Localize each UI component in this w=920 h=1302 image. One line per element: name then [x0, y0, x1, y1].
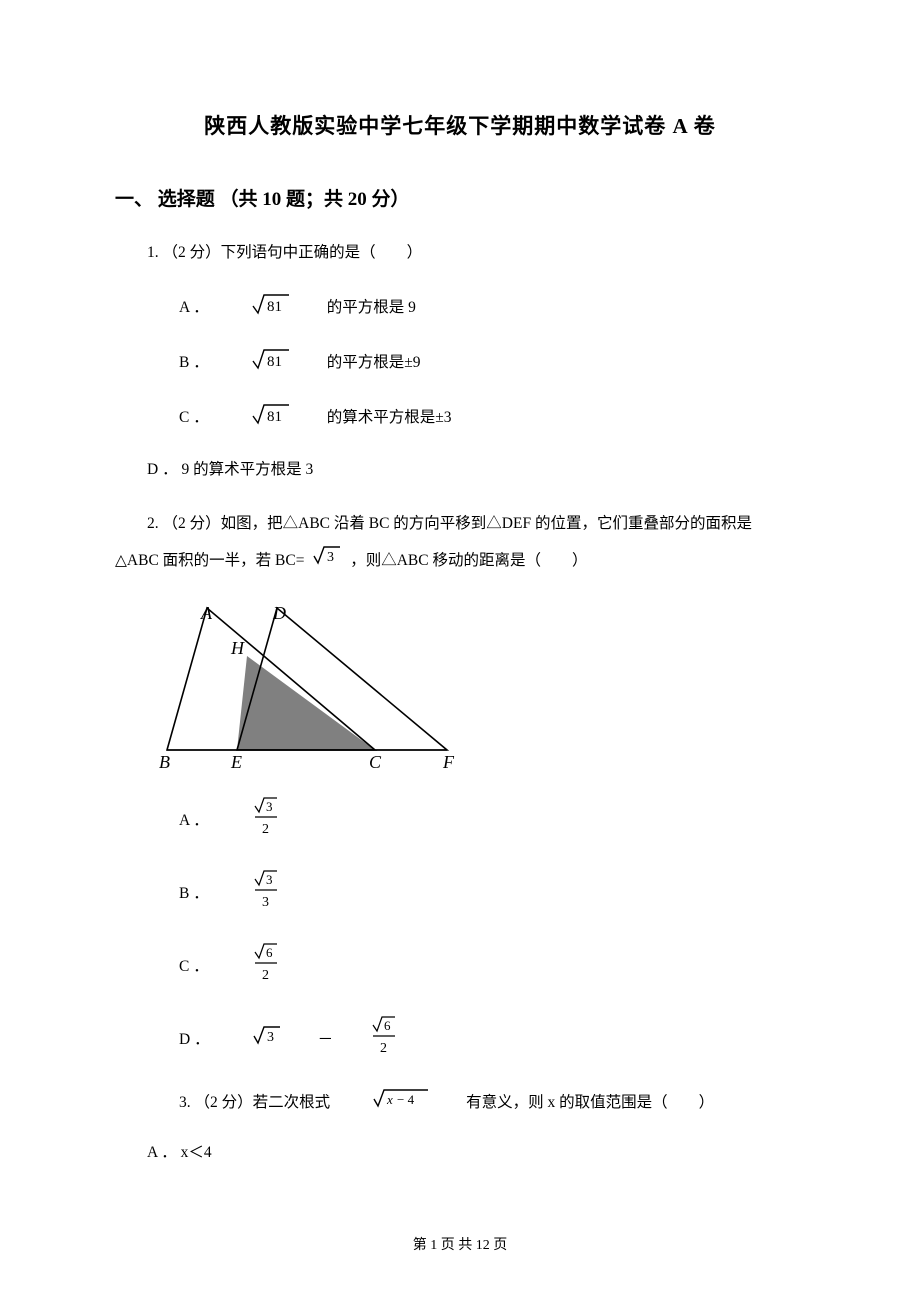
q2-option-d: D ． 3 － 6 2: [115, 1014, 805, 1061]
svg-text:3: 3: [266, 872, 273, 887]
svg-text:B: B: [159, 752, 170, 770]
sqrt-x-minus-4-icon: x − 4: [340, 1087, 430, 1114]
svg-text:3: 3: [262, 895, 269, 910]
svg-text:− 4: − 4: [397, 1092, 415, 1107]
svg-text:81: 81: [267, 299, 282, 315]
q2-line2a: △ABC 面积的一半，若 BC=: [115, 552, 308, 569]
svg-text:H: H: [230, 638, 245, 658]
q1-optA-prefix: A ．: [147, 295, 209, 317]
q1-option-c: C ． 81 的算术平方根是±3: [115, 402, 805, 431]
svg-text:A: A: [200, 603, 213, 623]
q2-figure: A D H B E C F: [147, 600, 805, 775]
q1-stem: 1. （2 分）下列语句中正确的是（ ）: [115, 241, 805, 266]
exam-title: 陕西人教版实验中学七年级下学期期中数学试卷 A 卷: [115, 110, 805, 140]
q2-optB-label: B ．: [147, 881, 209, 903]
q2-optA-label: A ．: [147, 808, 209, 830]
svg-text:6: 6: [384, 1018, 391, 1033]
svg-text:3: 3: [266, 799, 273, 814]
q2-optD-mid: －: [286, 1027, 334, 1049]
q2-option-b: B ． 3 3: [115, 868, 805, 915]
q3-stem-b: 有意义，则 x 的取值范围是（ ）: [434, 1090, 714, 1112]
q2-line2b: ，则△ABC 移动的距离是（ ）: [350, 552, 587, 569]
q3-option-a: A ． x＜4: [115, 1140, 805, 1162]
svg-text:6: 6: [266, 945, 273, 960]
q1-optB-prefix: B ．: [147, 350, 209, 372]
frac-sqrt3-over-3-icon: 3 3: [219, 868, 281, 915]
svg-text:C: C: [369, 752, 382, 770]
svg-text:x: x: [386, 1092, 393, 1107]
svg-text:F: F: [442, 752, 455, 770]
q3-stem-a: 3. （2 分）若二次根式: [147, 1090, 330, 1112]
q2-stem: 2. （2 分）如图，把△ABC 沿着 BC 的方向平移到△DEF 的位置，它们…: [115, 505, 805, 580]
q1-optA-suffix: 的平方根是 9: [295, 295, 416, 317]
frac-sqrt6-over-2-icon: 6 2: [337, 1014, 399, 1061]
svg-text:E: E: [230, 752, 242, 770]
sqrt-81-icon: 81: [219, 402, 291, 431]
q2-line1: 2. （2 分）如图，把△ABC 沿着 BC 的方向平移到△DEF 的位置，它们…: [147, 515, 752, 532]
svg-text:3: 3: [267, 1030, 274, 1045]
page-footer: 第 1 页 共 12 页: [0, 1234, 920, 1254]
q2-option-a: A ． 3 2: [115, 795, 805, 842]
sqrt-3-icon: 3: [220, 1024, 282, 1051]
frac-sqrt6-over-2-icon: 6 2: [219, 941, 281, 988]
svg-text:2: 2: [262, 822, 269, 837]
q2-optD-label: D ．: [147, 1027, 210, 1049]
q1-option-d: D ． 9 的算术平方根是 3: [115, 457, 805, 479]
svg-text:81: 81: [267, 409, 282, 425]
sqrt-81-icon: 81: [219, 347, 291, 376]
sqrt-3-icon: 3: [312, 543, 342, 580]
q2-optC-label: C ．: [147, 954, 209, 976]
svg-text:2: 2: [262, 968, 269, 983]
frac-sqrt3-over-2-icon: 3 2: [219, 795, 281, 842]
svg-text:2: 2: [380, 1041, 387, 1056]
q2-option-c: C ． 6 2: [115, 941, 805, 988]
q1-optC-prefix: C ．: [147, 405, 209, 427]
q1-option-b: B ． 81 的平方根是±9: [115, 347, 805, 376]
section-1-heading: 一、 选择题 （共 10 题；共 20 分）: [115, 184, 805, 211]
q3-stem: 3. （2 分）若二次根式 x − 4 有意义，则 x 的取值范围是（ ）: [115, 1087, 805, 1114]
svg-text:3: 3: [327, 550, 334, 565]
svg-text:D: D: [272, 603, 286, 623]
q1-optC-suffix: 的算术平方根是±3: [295, 405, 452, 427]
svg-text:81: 81: [267, 354, 282, 370]
sqrt-81-icon: 81: [219, 292, 291, 321]
q1-option-a: A ． 81 的平方根是 9: [115, 292, 805, 321]
q1-optB-suffix: 的平方根是±9: [295, 350, 421, 372]
